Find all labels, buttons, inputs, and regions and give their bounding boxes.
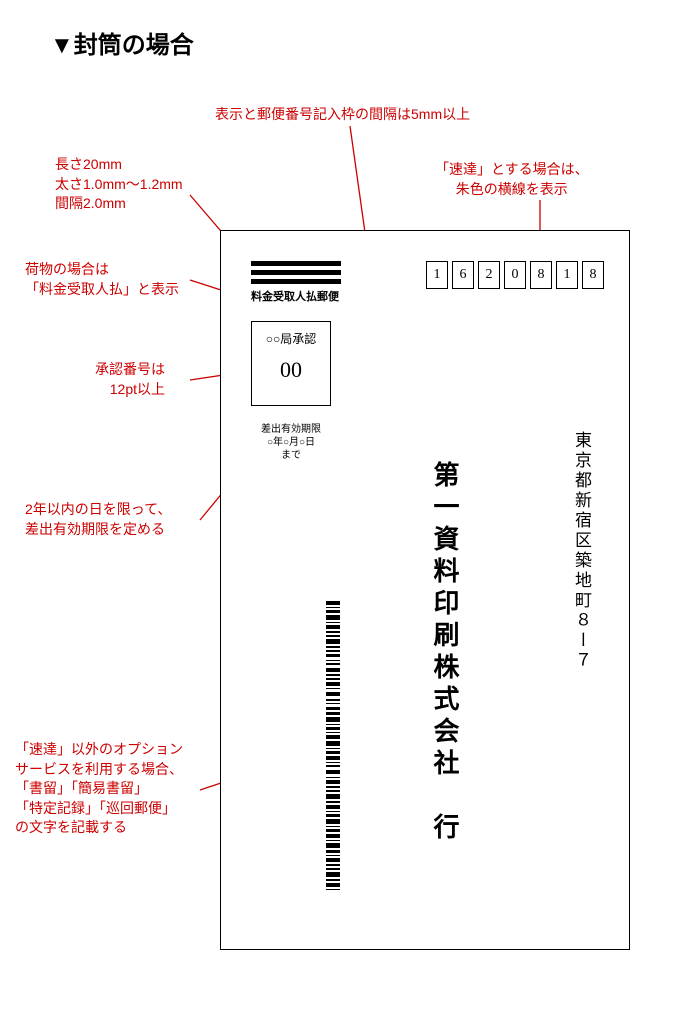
barcode-stripe: [326, 868, 340, 869]
barcode-stripe: [326, 732, 340, 733]
barcode-stripe: [326, 826, 340, 827]
barcode-stripe: [326, 660, 340, 661]
barcode-stripe: [326, 756, 340, 760]
barcode-stripe: [326, 843, 340, 848]
barcode-stripe: [326, 688, 340, 689]
barcode-stripe: [326, 650, 340, 651]
barcode-stripe: [326, 727, 340, 729]
barcode-stripe: [326, 751, 340, 753]
barcode-stripe: [326, 748, 340, 749]
barcode-stripe: [326, 622, 340, 623]
barcode-stripe: [326, 879, 340, 881]
barcode-stripe: [326, 699, 340, 701]
barcode-stripe: [326, 858, 340, 862]
barcode-stripe: [326, 625, 340, 629]
barcode-stripe: [326, 635, 340, 636]
barcode-stripe: [326, 668, 340, 673]
barcode-stripe: [326, 646, 340, 648]
postal-box: 0: [504, 261, 526, 289]
barcode-stripe: [326, 889, 340, 890]
barcode-stripe: [326, 674, 340, 675]
envelope: 料金受取人払郵便 1 6 2 0 8 1 8 ○○局承認 00 差出有効期限 ○…: [220, 230, 630, 950]
postal-box: 2: [478, 261, 500, 289]
recipient-company: 第一資料印刷株式会社 行: [427, 461, 464, 845]
barcode-stripe: [326, 707, 340, 711]
approval-box: ○○局承認 00: [251, 321, 331, 406]
barcode-stripe: [326, 615, 340, 620]
validity-text: 差出有効期限 ○年○月○日 まで: [251, 423, 331, 462]
bar-stripe: [251, 270, 341, 275]
postal-box: 6: [452, 261, 474, 289]
bar-stripe: [251, 279, 341, 284]
charge-bars: 料金受取人払郵便: [251, 261, 341, 304]
recipient-address: 東京都新宿区築地町８ー７: [569, 431, 594, 671]
barcode-stripe: [326, 724, 340, 725]
barcode-stripe: [326, 735, 340, 739]
barcode-stripe: [326, 631, 340, 633]
postal-box: 1: [426, 261, 448, 289]
barcode-stripe: [326, 692, 340, 697]
barcode-stripe: [326, 717, 340, 722]
barcode-stripe: [326, 639, 340, 644]
barcode-stripe: [326, 850, 340, 852]
barcode-stripe: [326, 819, 340, 824]
barcode-stripe: [326, 777, 340, 778]
bars-label: 料金受取人払郵便: [251, 288, 341, 304]
barcode-stripe: [326, 712, 340, 714]
postal-box: 8: [582, 261, 604, 289]
barcode-stripe: [326, 834, 340, 838]
barcode-stripe: [326, 762, 340, 763]
barcode-stripe: [326, 840, 340, 841]
barcode-stripe: [326, 805, 340, 809]
approval-number: 00: [252, 357, 330, 383]
barcode-stripe: [326, 654, 340, 658]
barcode-vertical: [326, 601, 340, 891]
barcode-stripe: [326, 786, 340, 788]
barcode-stripe: [326, 855, 340, 856]
barcode-stripe: [326, 607, 340, 608]
barcode-stripe: [326, 682, 340, 686]
postal-box: 1: [556, 261, 578, 289]
barcode-stripe: [326, 678, 340, 680]
barcode-stripe: [326, 703, 340, 704]
barcode-stripe: [326, 770, 340, 775]
postal-code-boxes: 1 6 2 0 8 1 8: [426, 261, 604, 289]
validity-line1: 差出有効期限: [261, 424, 321, 435]
barcode-stripe: [326, 794, 340, 799]
barcode-stripe: [326, 663, 340, 665]
barcode-stripe: [326, 801, 340, 803]
barcode-stripe: [326, 780, 340, 784]
barcode-stripe: [326, 883, 340, 887]
validity-line2: ○年○月○日: [267, 437, 315, 448]
barcode-stripe: [326, 829, 340, 831]
barcode-stripe: [326, 872, 340, 877]
barcode-stripe: [326, 610, 340, 612]
barcode-stripe: [326, 601, 340, 605]
validity-line3: まで: [281, 450, 301, 461]
barcode-stripe: [326, 765, 340, 767]
bar-stripe: [251, 261, 341, 266]
barcode-stripe: [326, 864, 340, 866]
barcode-stripe: [326, 741, 340, 746]
barcode-stripe: [326, 790, 340, 791]
approval-bureau: ○○局承認: [252, 330, 330, 347]
barcode-stripe: [326, 814, 340, 816]
barcode-stripe: [326, 811, 340, 812]
postal-box: 8: [530, 261, 552, 289]
